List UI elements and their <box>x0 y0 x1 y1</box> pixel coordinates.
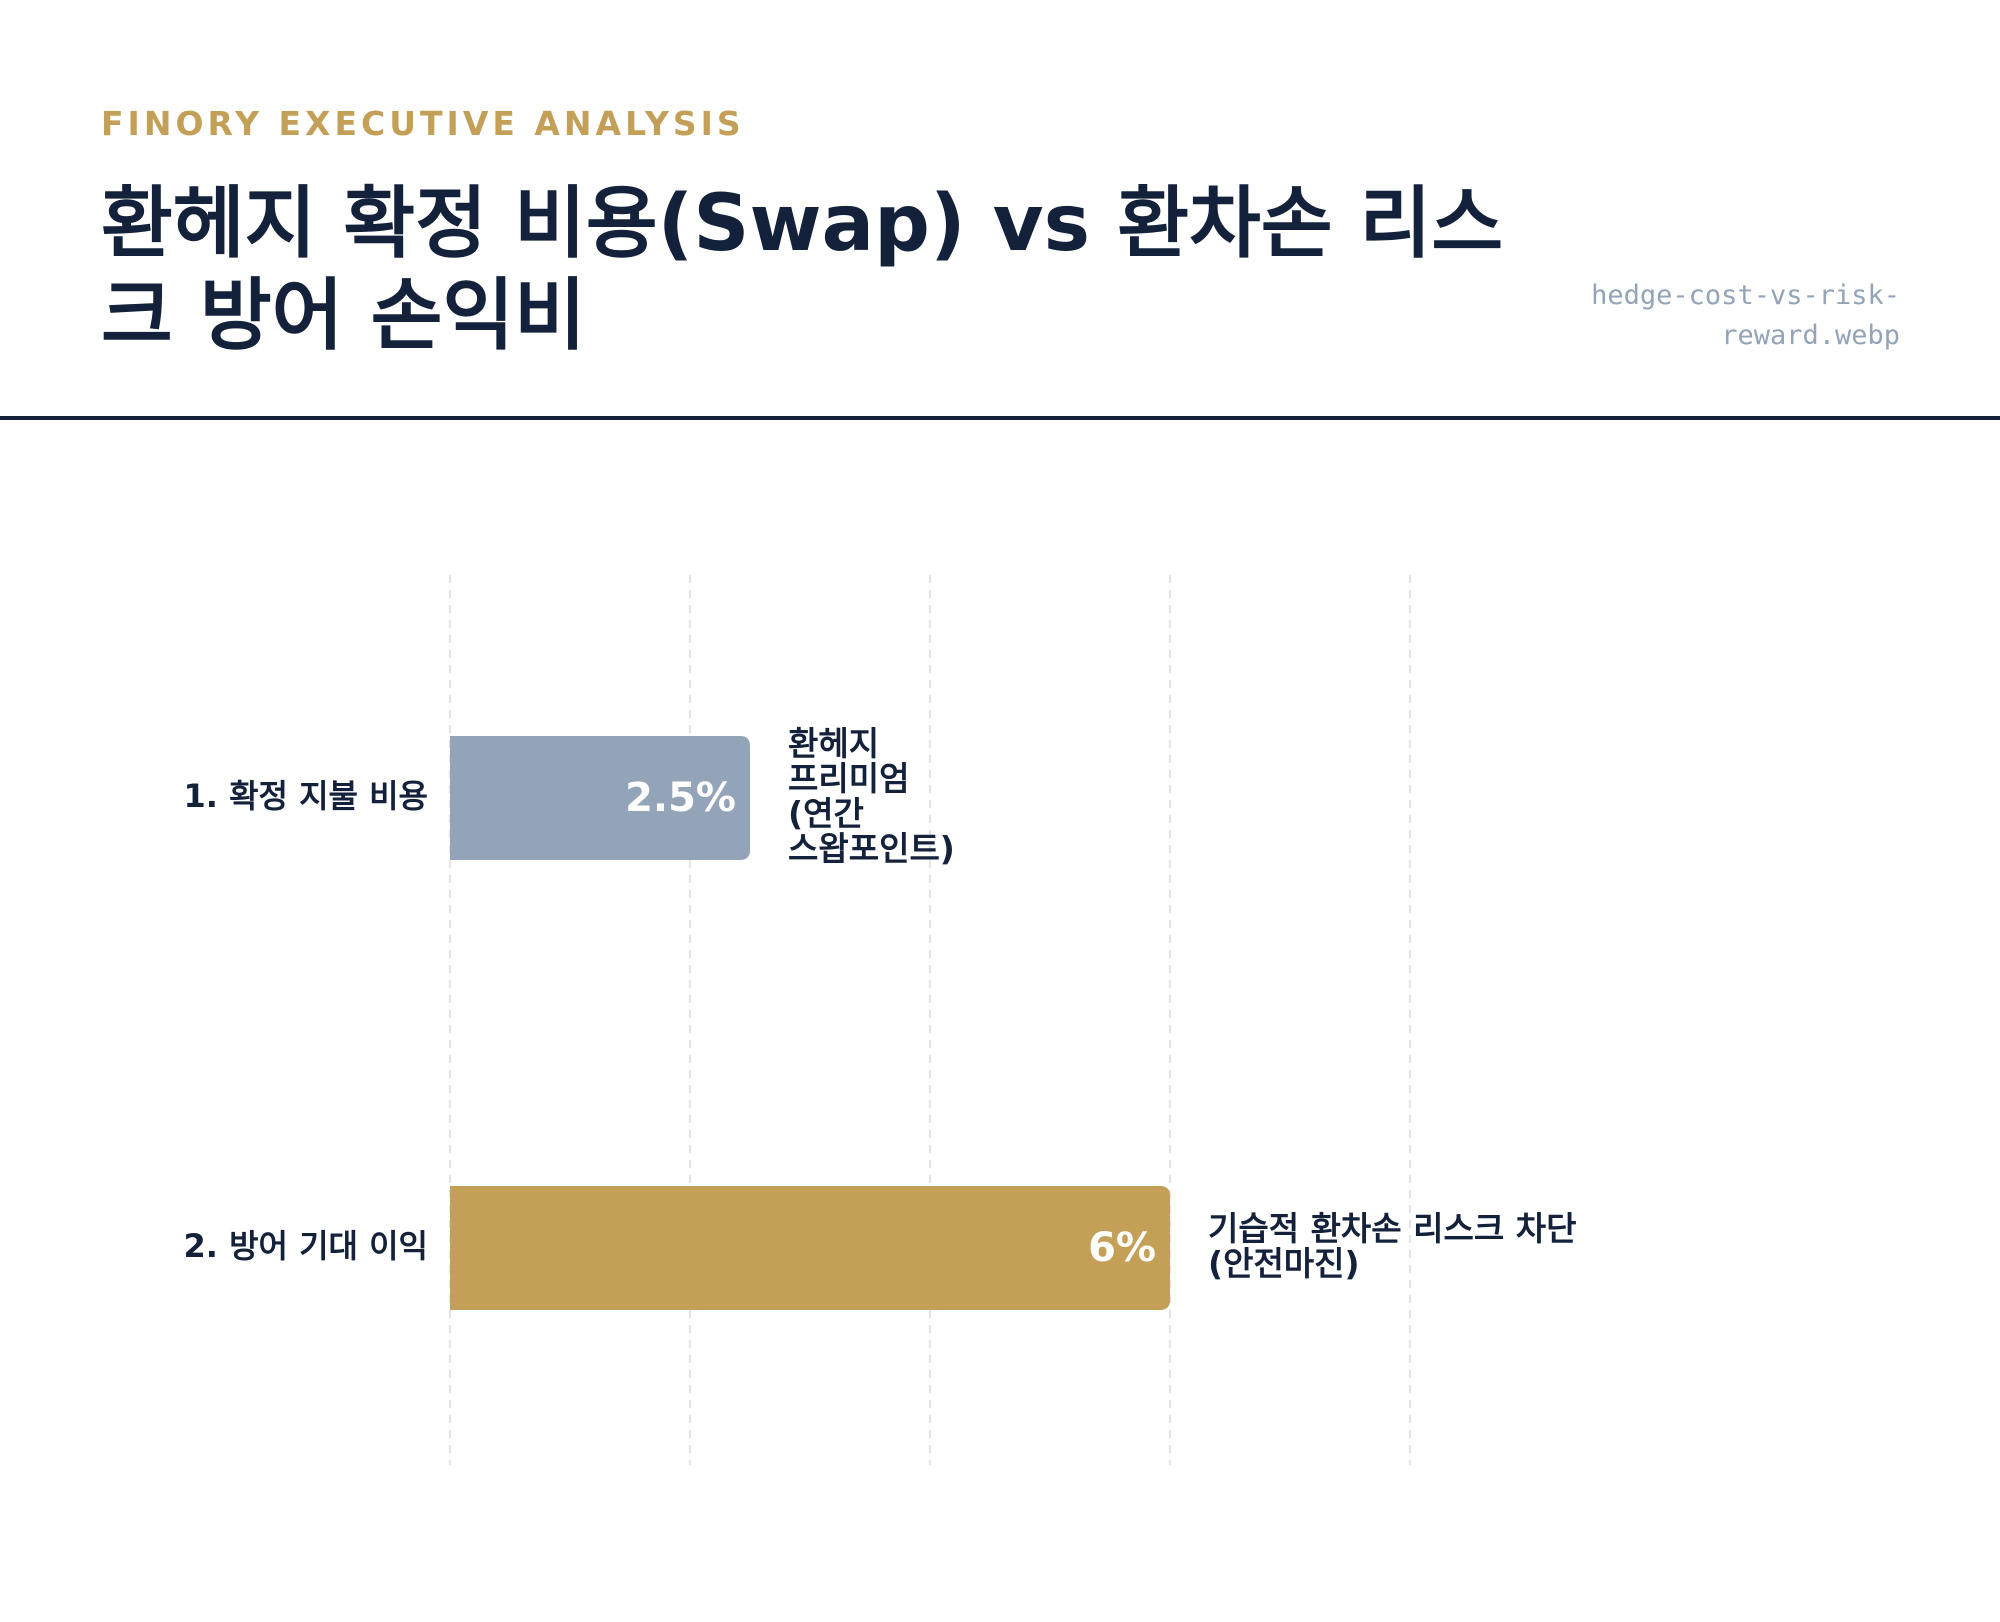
value-label: 6% <box>1088 1225 1156 1271</box>
annotation-line: 스왑포인트) <box>788 829 955 868</box>
eyebrow-label: FINORY EXECUTIVE ANALYSIS <box>101 104 745 143</box>
value-label: 2.5% <box>625 775 736 821</box>
bar <box>450 1186 1170 1310</box>
chart-title: 환헤지 확정 비용(Swap) vs 환차손 리스크 방어 손익비 <box>101 179 1504 361</box>
chart-header: FINORY EXECUTIVE ANALYSIS 환헤지 확정 비용(Swap… <box>0 0 2000 416</box>
annotation-line: (안전마진) <box>1208 1244 1360 1283</box>
annotation-line: 프리미엄 <box>788 759 909 798</box>
bar <box>450 736 750 860</box>
annotation-label: 환헤지 프리미엄 (연간 스왑포인트) <box>788 724 955 868</box>
annotation-line: 기습적 환차손 리스크 차단 <box>1208 1209 1576 1248</box>
header-divider <box>0 416 2000 420</box>
category-label: 1. 확정 지불 비용 <box>184 777 428 815</box>
annotation-line: (연간 <box>788 794 864 833</box>
annotation-line: 환헤지 <box>788 724 879 763</box>
annotation-label: 기습적 환차손 리스크 차단 (안전마진) <box>1208 1209 1576 1283</box>
filename-label: hedge-cost-vs-risk-reward.webp <box>1591 280 1900 351</box>
category-label: 2. 방어 기대 이익 <box>184 1227 428 1265</box>
